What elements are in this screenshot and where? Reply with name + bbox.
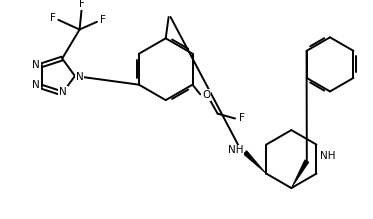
Text: F: F [100,15,106,25]
Text: F: F [79,0,84,9]
Text: N: N [76,72,84,82]
Polygon shape [243,151,266,174]
Text: F: F [239,113,245,124]
Text: F: F [50,13,56,23]
Text: NH: NH [228,145,243,155]
Text: N: N [32,80,40,90]
Text: NH: NH [320,151,336,161]
Text: N: N [59,87,67,97]
Text: O: O [202,90,210,100]
Text: N: N [32,60,40,70]
Polygon shape [291,160,309,188]
